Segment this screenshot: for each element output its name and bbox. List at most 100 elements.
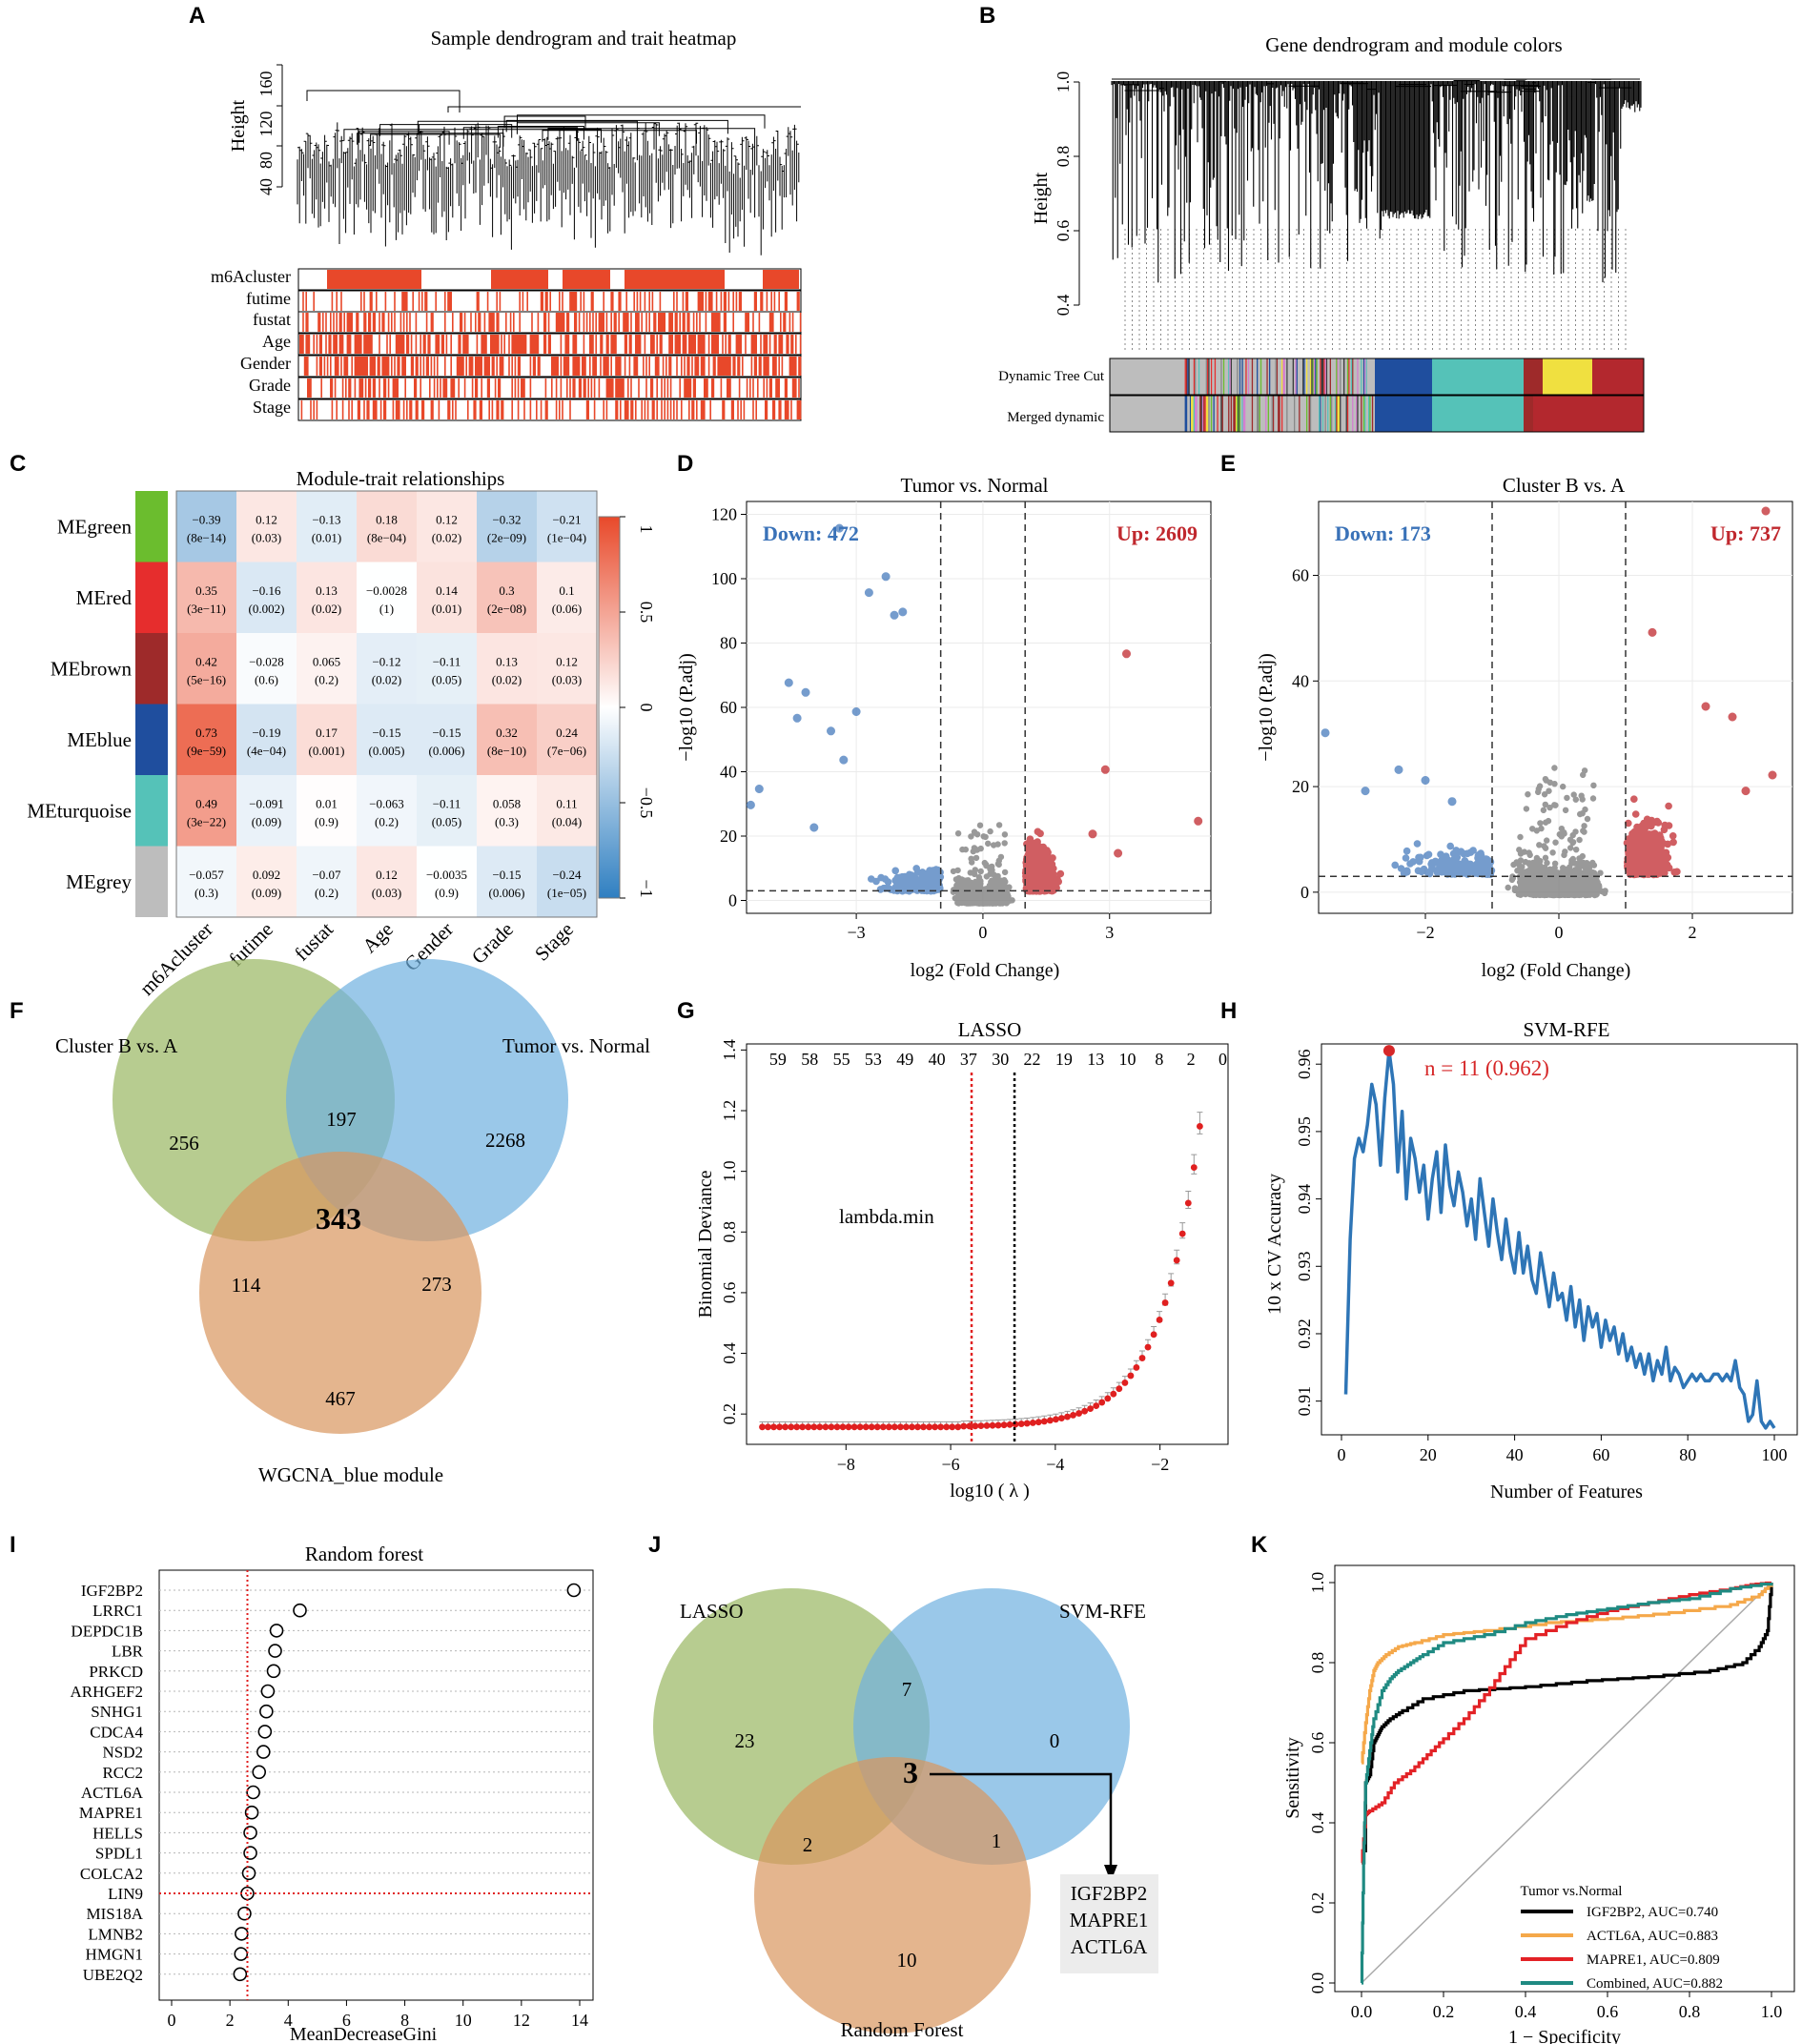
venn-count: 10: [897, 1949, 917, 1972]
lasso-df-count: 30: [992, 1050, 1009, 1069]
panel-h-ylabel: 10 x CV Accuracy: [1264, 1174, 1285, 1315]
cell-p: (0.03): [252, 530, 281, 544]
module-trait-heatmap: MEgreen −0.39 (8e−14) 0.12 (0.03) −0.13 (0.01)…: [27, 490, 598, 1000]
y-tick-label: 0.2: [1308, 1892, 1327, 1914]
y-tick-label: 0.6: [1308, 1732, 1327, 1754]
y-tick-label: 40: [720, 763, 737, 782]
cell-r: −0.11: [433, 796, 461, 810]
cell-p: (0.006): [489, 886, 525, 900]
legend-title: Tumor vs.Normal: [1521, 1884, 1623, 1899]
y-tick-label: 20: [720, 827, 737, 846]
heatmap-cell: [236, 846, 297, 917]
x-tick-label: 40: [1506, 1445, 1524, 1464]
rf-gene-label: LRRC1: [92, 1602, 143, 1620]
arrow-head-icon: [1104, 1865, 1117, 1882]
panel-e-points: [1319, 501, 1792, 913]
lasso-df-count: 37: [960, 1050, 977, 1069]
rf-gene-label: ARHGEF2: [70, 1683, 143, 1701]
module-color-swatch: [135, 562, 168, 633]
rf-importance-dot: [266, 1664, 281, 1679]
color-stripes: [1229, 358, 1366, 395]
cell-r: −0.39: [192, 512, 220, 526]
trait-stripes: [302, 313, 802, 332]
cell-p: (3e−11): [187, 602, 226, 616]
rf-gene-label: HMGN1: [86, 1946, 143, 1964]
legend-entry: ACTL6A, AUC=0.883: [1587, 1929, 1718, 1944]
heatmap-border: [175, 490, 598, 918]
cell-r: 0.01: [316, 796, 338, 810]
panel-h-plot-area: [1321, 1043, 1798, 1436]
y-tick-label: 0.8: [720, 1221, 739, 1243]
cell-r: 0.1: [559, 583, 574, 598]
panel-k: K Tumor vs.Normal IGF2BP2, AUC=0.740 ACT…: [1251, 1532, 1795, 2044]
module-color-bars: [1109, 358, 1645, 433]
x-tick-label: 0: [1555, 923, 1564, 942]
rf-importance-dot: [241, 1866, 256, 1881]
x-tick-label: 1.0: [1761, 2002, 1783, 2021]
colorbar-tick: −0.5: [637, 787, 656, 819]
rf-importance-dot: [243, 1826, 257, 1840]
heatmap-cell: [537, 775, 597, 847]
rf-importance-dot: [260, 1684, 276, 1699]
cell-p: (0.3): [495, 814, 519, 828]
module-block-turquoise: [1432, 396, 1524, 432]
x-tick-label: −2: [1416, 923, 1434, 942]
cell-r: 0.14: [436, 583, 458, 598]
lasso-df-count: 59: [769, 1050, 787, 1069]
gene-box: [1060, 1874, 1158, 1973]
panel-label-a: A: [189, 3, 205, 29]
heatmap-cell: [357, 704, 417, 775]
panel-c-legend: 1 0.5 0 −0.5 −1: [598, 516, 656, 899]
y-tick-label: 1.2: [720, 1100, 739, 1122]
venn-count: 467: [325, 1387, 356, 1410]
x-tick-label: 0: [1338, 1445, 1346, 1464]
panel-d-points: [746, 501, 1211, 913]
panel-h-title: SVM-RFE: [1523, 1018, 1609, 1041]
panel-g-plot-area: [746, 1043, 1229, 1445]
track-label: Merged dynamic: [1007, 410, 1104, 425]
color-bar-border: [1109, 358, 1645, 396]
panel-a-ytick: 80: [256, 152, 276, 169]
rf-importance-dot: [259, 1704, 274, 1719]
panel-label-k: K: [1251, 1532, 1268, 1558]
x-tick-label: 0.2: [1433, 2002, 1455, 2021]
cell-p: (0.05): [432, 672, 461, 686]
cell-r: −0.0035: [426, 868, 467, 882]
panel-b: B Gene dendrogram and module colors Heig…: [979, 3, 1645, 433]
x-tick-label: 14: [571, 2011, 588, 2030]
panel-label-e: E: [1220, 451, 1236, 477]
panel-d-axes: −3 0 3 0 20 40 60 80 100 120: [711, 505, 1114, 943]
panel-g-axes: −8 −6 −4 −2 0.2 0.4 0.6 0.8 1.0 1.2 1.4: [720, 1039, 1169, 1474]
cell-p: (0.04): [552, 814, 582, 828]
roc-curve-combined: [1360, 1583, 1773, 1985]
rf-gene-label: RCC2: [102, 1764, 143, 1782]
panel-k-ylabel: Sensitivity: [1282, 1737, 1303, 1819]
roc-curve-actl6a: [1361, 1583, 1773, 1765]
heatmap-cell: [297, 491, 357, 562]
cell-p: (0.002): [249, 602, 285, 616]
color-stripes: [1192, 358, 1368, 395]
heatmap-cell: [236, 633, 297, 705]
rf-gene-label: ACTL6A: [81, 1784, 144, 1802]
panel-d-xlabel: log2 (Fold Change): [911, 960, 1060, 981]
panel-i-title: Random forest: [305, 1543, 423, 1565]
venn-count: 23: [735, 1729, 755, 1752]
cell-p: (3e−22): [187, 814, 226, 828]
panel-label-h: H: [1220, 998, 1237, 1024]
panel-label-g: G: [677, 998, 695, 1024]
cell-p: (9e−59): [187, 744, 226, 758]
cell-r: −0.11: [433, 654, 461, 668]
cell-r: 0.3: [499, 583, 514, 598]
cell-p: (0.05): [432, 814, 461, 828]
lasso-df-count: 10: [1119, 1050, 1136, 1069]
venn-count-center: 3: [903, 1755, 918, 1789]
y-tick-label: 0.96: [1295, 1049, 1314, 1079]
color-stripes: [1210, 396, 1371, 432]
svm-best-point: [1382, 1045, 1395, 1057]
sample-dendrogram: [297, 90, 801, 256]
heatmap-cell: [176, 562, 236, 633]
heatmap-cell: [477, 846, 537, 917]
trait-stripes: [327, 270, 799, 289]
heatmap-cell: [176, 775, 236, 847]
heatmap-cell: [297, 846, 357, 917]
